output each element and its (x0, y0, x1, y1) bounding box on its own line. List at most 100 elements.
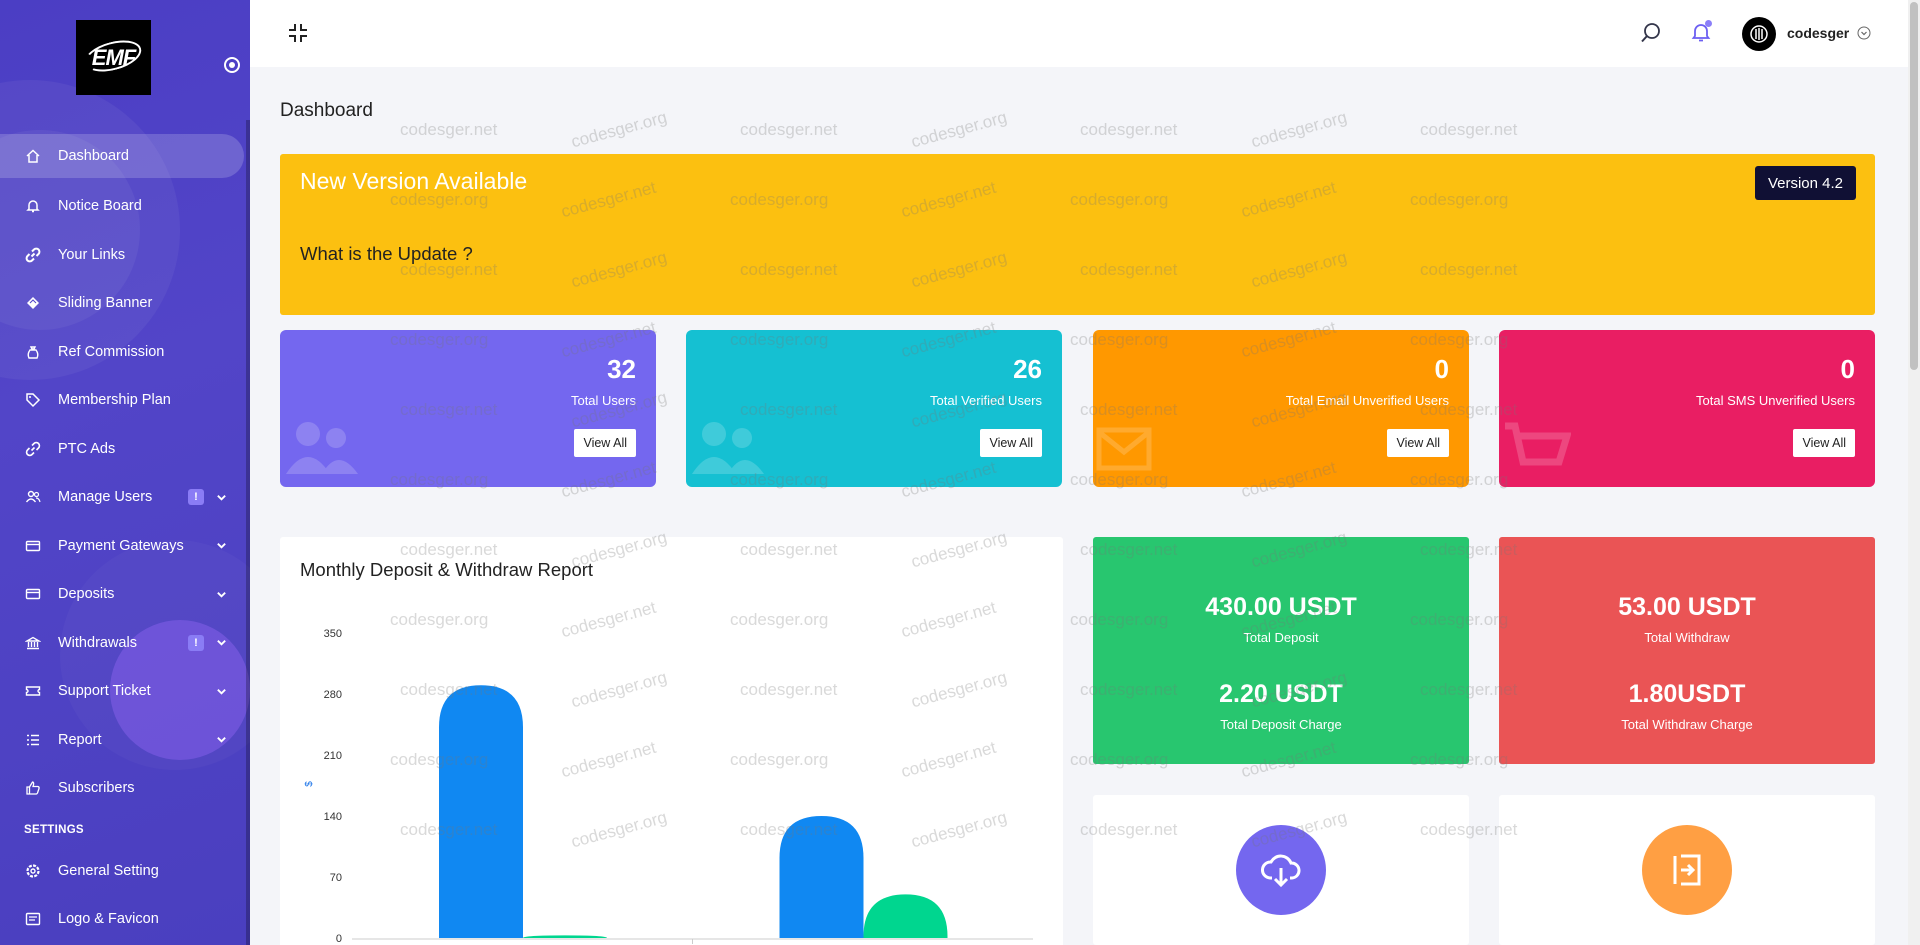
withdraw-icon-card[interactable] (1499, 795, 1875, 945)
sidebar-item-label: Withdrawals (58, 634, 137, 651)
sidebar-item-subscribers[interactable]: Subscribers (0, 764, 250, 813)
sidebar-item-label: Membership Plan (58, 392, 171, 409)
watermark-text: codesger.net (740, 120, 838, 139)
notification-bell-icon[interactable] (1690, 21, 1712, 43)
stat-value: 0 (1840, 354, 1855, 384)
fullscreen-exit-icon[interactable] (287, 22, 309, 44)
stat-card-sms-unverified: 0 Total SMS Unverified Users View All (1499, 330, 1875, 487)
notification-dot (1705, 20, 1712, 27)
view-all-button[interactable]: View All (1793, 429, 1855, 457)
sidebar-item-general-setting[interactable]: General Setting (0, 847, 250, 896)
username[interactable]: codesger (1787, 25, 1850, 41)
chevron-down-icon (214, 587, 228, 601)
chevron-down-icon (214, 636, 228, 650)
logout-icon (1642, 825, 1732, 915)
search-icon[interactable] (1640, 22, 1662, 44)
sidebar-item-sliding-banner[interactable]: Sliding Banner (0, 279, 250, 328)
sidebar-item-withdrawals[interactable]: Withdrawals ! (0, 619, 250, 668)
deposit-charge-label: Total Deposit Charge (1220, 717, 1342, 732)
sidebar-item-ptc-ads[interactable]: PTC Ads (0, 425, 250, 474)
stat-label: Total Users (570, 393, 636, 408)
scrollbar-thumb[interactable] (1910, 2, 1918, 370)
logo[interactable]: EMF (76, 20, 151, 95)
home-icon (24, 147, 42, 165)
bell-icon (24, 197, 42, 215)
chevron-down-circle-icon[interactable] (1857, 26, 1871, 40)
sidebar-item-label: Subscribers (58, 780, 135, 797)
version-button[interactable]: Version 4.2 (1754, 166, 1856, 200)
cloud-download-icon (1236, 825, 1326, 915)
y-axis-label: $ (304, 781, 315, 787)
view-all-button[interactable]: View All (980, 429, 1042, 457)
sidebar-item-your-links[interactable]: Your Links (0, 231, 250, 280)
card-icon (24, 537, 42, 555)
deposit-withdraw-chart-card: Monthly Deposit & Withdraw Report 0 70 140… (280, 537, 1063, 945)
stat-card-email-unverified: 0 Total Email Unverified Users View All (1093, 330, 1469, 487)
users-icon (24, 488, 42, 506)
sidebar-item-manage-users[interactable]: Manage Users ! (0, 473, 250, 522)
stat-label: Total Email Unverified Users (1285, 393, 1449, 408)
banner-title: New Version Available (300, 168, 528, 194)
money-bag-icon (24, 343, 42, 361)
sidebar-decoration (110, 620, 250, 760)
sidebar-item-ref-commission[interactable]: Ref Commission (0, 328, 250, 377)
sidebar-item-label: Dashboard (58, 148, 129, 164)
view-all-button[interactable]: View All (574, 429, 636, 457)
sidebar-item-dashboard[interactable]: Dashboard (0, 134, 244, 178)
chart-bar (779, 816, 864, 938)
watermark-text: codesger.org (909, 107, 1009, 152)
withdraw-summary-card: 53.00 USDT Total Withdraw 1.80USDT Total… (1499, 537, 1875, 764)
alert-badge: ! (188, 489, 204, 506)
sidebar-item-label: Payment Gateways (58, 537, 184, 554)
withdraw-charge-value: 1.80USDT (1628, 680, 1746, 708)
cart-icon (1501, 412, 1572, 487)
y-tick-label: 140 (324, 811, 342, 823)
topbar: codesger (250, 0, 1908, 67)
sidebar-item-label: PTC Ads (58, 440, 116, 457)
sidebar-item-notice-board[interactable]: Notice Board (0, 182, 250, 231)
chart-bar (439, 685, 523, 938)
deposit-charge-value: 2.20 USDT (1219, 680, 1343, 708)
view-all-button[interactable]: View All (1387, 429, 1449, 457)
total-withdraw-value: 53.00 USDT (1618, 593, 1756, 621)
envelope-icon (1095, 424, 1155, 479)
banner-subtitle: What is the Update ? (300, 243, 473, 264)
stat-card-total-users: 32 Total Users View All (280, 330, 656, 487)
sidebar-item-label: Ref Commission (58, 343, 165, 360)
page-title: Dashboard (280, 100, 373, 121)
total-withdraw-label: Total Withdraw (1644, 630, 1730, 645)
sidebar-item-report[interactable]: Report (0, 716, 250, 765)
chart-bar (523, 935, 607, 938)
layers-icon (24, 294, 42, 312)
chevron-down-icon (214, 490, 228, 504)
stat-card-verified-users: 26 Total Verified Users View All (686, 330, 1062, 487)
watermark-text: codesger.org (569, 107, 669, 152)
sidebar-item-deposits[interactable]: Deposits (0, 570, 250, 619)
logo-text: EMF (91, 44, 136, 70)
avatar[interactable] (1742, 17, 1776, 51)
chevron-down-icon (214, 684, 228, 698)
users-icon (282, 412, 362, 487)
tag-icon (24, 391, 42, 409)
sidebar-toggle-icon[interactable] (224, 57, 240, 73)
y-tick-label: 0 (336, 933, 342, 945)
y-tick-label: 70 (330, 872, 342, 884)
sidebar-item-payment-gateways[interactable]: Payment Gateways (0, 522, 250, 571)
sidebar-item-label: Report (58, 731, 102, 748)
sidebar-item-label: Sliding Banner (58, 295, 153, 312)
stat-value: 26 (1013, 354, 1042, 384)
page-scrollbar[interactable] (1908, 0, 1920, 945)
sidebar-scrollbar[interactable] (246, 120, 250, 945)
sidebar-nav: Dashboard Notice Board Your Links Slidin… (0, 134, 250, 944)
list-icon (24, 731, 42, 749)
sidebar-item-membership-plan[interactable]: Membership Plan (0, 376, 250, 425)
sidebar-item-logo-favicon[interactable]: Logo & Favicon (0, 895, 250, 944)
sidebar-item-support-ticket[interactable]: Support Ticket (0, 667, 250, 716)
sidebar-item-label: Your Links (58, 246, 126, 263)
card-icon (24, 585, 42, 603)
watermark-text: codesger.net (400, 120, 498, 139)
stat-label: Total Verified Users (930, 393, 1042, 408)
bank-icon (24, 634, 42, 652)
deposit-icon-card[interactable] (1093, 795, 1469, 945)
image-icon (24, 910, 42, 928)
